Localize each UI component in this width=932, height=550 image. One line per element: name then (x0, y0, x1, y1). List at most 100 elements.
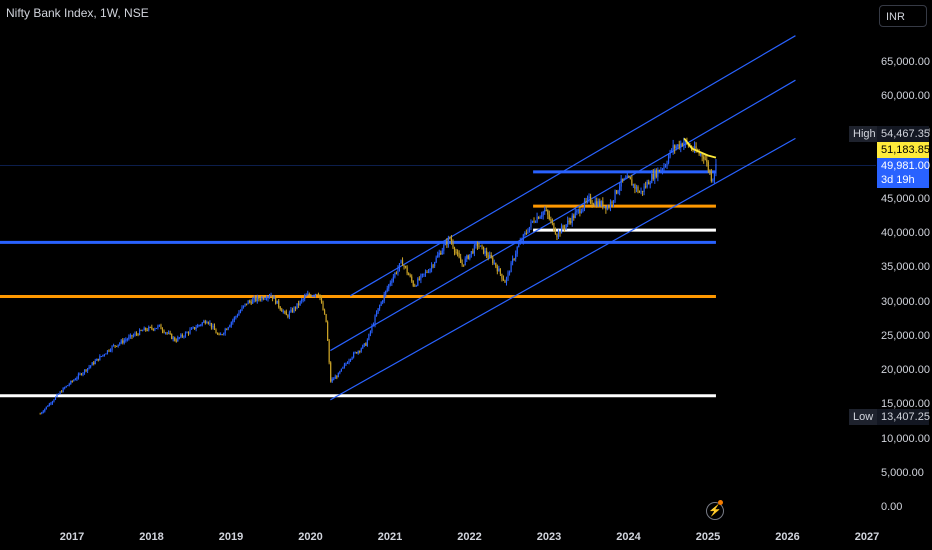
candle-body (142, 330, 144, 332)
candle-body (678, 144, 680, 148)
candle-body (453, 247, 456, 252)
candle-body (120, 340, 122, 344)
candle-body (363, 343, 365, 346)
candle-body (434, 262, 436, 267)
flash-icon[interactable]: ⚡ (706, 502, 724, 520)
candle-body (700, 153, 702, 155)
candle-body (200, 324, 202, 326)
candle-body (178, 337, 180, 339)
candle-body (76, 377, 78, 380)
candle-body (455, 251, 457, 253)
candle-body (658, 169, 660, 172)
candle-body (461, 262, 463, 265)
candle-body (42, 411, 44, 413)
candle-body (713, 173, 716, 180)
candle-body (359, 350, 361, 352)
candle-body (666, 163, 668, 166)
x-tick-label: 2026 (775, 531, 800, 543)
candle-body (426, 271, 428, 273)
candle-body (562, 226, 564, 228)
y-tick-label: 20,000.00 (881, 364, 930, 377)
candle-body (435, 257, 437, 263)
moving-average-line (683, 137, 717, 159)
candle-body (409, 275, 411, 277)
candle-body (323, 310, 326, 315)
candle-body (541, 215, 543, 217)
candle-body (574, 212, 576, 218)
candle-body (606, 206, 609, 210)
candle-body (252, 299, 254, 304)
candle-body (336, 376, 338, 378)
candle-body (626, 176, 628, 179)
candle-body (534, 221, 537, 223)
candle-body (482, 246, 485, 254)
y-tick-label: 25,000.00 (881, 329, 930, 342)
candle-body (168, 332, 170, 334)
candle-body (380, 302, 382, 306)
candle-body (395, 272, 398, 274)
candle-body (623, 178, 625, 181)
candle-body (206, 322, 208, 324)
candle-body (169, 332, 171, 334)
candle-body (360, 348, 362, 352)
candle-body (456, 252, 459, 254)
candle-body (460, 257, 462, 263)
candle-body (609, 202, 612, 209)
candle-body (346, 362, 349, 364)
candle-body (48, 403, 50, 407)
candle-body (186, 332, 188, 334)
candle-body (57, 393, 60, 395)
candle-body (297, 303, 300, 305)
x-tick-label: 2022 (457, 531, 482, 543)
candle-body (415, 285, 417, 287)
candle-body (553, 223, 555, 232)
y-tick-label: 35,000.00 (881, 261, 930, 274)
candle-body (151, 327, 153, 329)
candle-body (441, 250, 443, 255)
candle-body (174, 337, 176, 341)
candle-body (93, 362, 95, 364)
candle-body (175, 340, 177, 342)
candle-body (571, 215, 573, 223)
candle-body (135, 333, 138, 335)
current-price-tag: 51,183.85 (877, 142, 930, 158)
candle-body (475, 243, 477, 246)
candle-body (229, 325, 231, 328)
candle-body (239, 310, 242, 313)
x-tick-label: 2023 (536, 531, 562, 543)
candle-body (602, 201, 604, 208)
candle-body (242, 305, 245, 308)
candle-body (530, 221, 532, 227)
candle-body (403, 265, 405, 267)
candle-body (259, 298, 261, 300)
candle-body (470, 251, 472, 255)
candle-body (703, 156, 705, 159)
candle-body (641, 190, 644, 192)
candle-body (533, 220, 535, 223)
candle-body (264, 298, 266, 300)
candle-body (531, 220, 534, 222)
y-tick-label: 15,000.00 (881, 398, 930, 411)
candle-body (504, 280, 506, 283)
candle-body (608, 206, 610, 209)
candle-body (50, 403, 52, 405)
candle-body (172, 337, 174, 339)
candle-body (83, 369, 86, 373)
candle-body (308, 293, 310, 296)
candle-body (65, 385, 67, 388)
candle-body (143, 327, 145, 331)
candle-body (62, 388, 64, 393)
y-tick-label: 5,000.00 (881, 466, 924, 479)
candle-body (265, 298, 268, 300)
candle-body (261, 297, 263, 300)
candle-body (625, 178, 627, 180)
candle-body (478, 246, 480, 248)
candle-body (247, 301, 249, 305)
candle-body (212, 325, 214, 328)
candle-body (698, 151, 700, 154)
candle-body (615, 190, 618, 194)
low-value: 13,407.25 (877, 409, 930, 425)
currency-selector[interactable]: INR (879, 5, 927, 27)
candle-body (327, 322, 329, 341)
